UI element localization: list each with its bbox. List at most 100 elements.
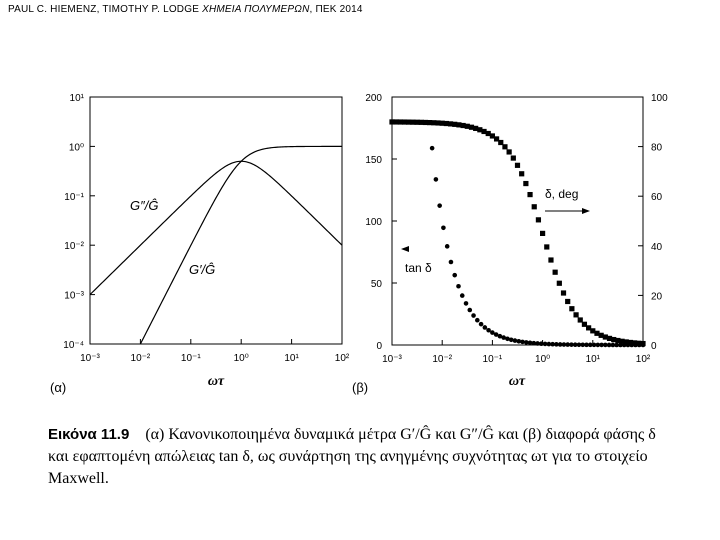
tan-delta-point [482, 325, 488, 330]
delta-point [418, 119, 424, 125]
delta-point [502, 144, 508, 150]
delta-point [477, 127, 483, 133]
tan-arrow-head-icon [401, 246, 409, 252]
delta-point [481, 128, 487, 135]
tan-delta-point [452, 272, 458, 278]
tan-delta-point [493, 332, 499, 337]
panel-b-x-tick-label: 10⁻² [432, 354, 452, 365]
g-prime-curve [139, 145, 342, 344]
delta-point [598, 332, 604, 338]
delta-point [468, 124, 475, 130]
delta-point [577, 317, 583, 323]
tan-delta-point [614, 342, 619, 348]
figure-number: Εικόνα 11.9 [48, 426, 130, 443]
tan-delta-point [505, 336, 510, 342]
delta-point [473, 125, 479, 131]
tan-delta-point [584, 342, 589, 348]
panel-b-right-y-tick-label: 40 [651, 242, 663, 253]
delta-point [464, 123, 470, 129]
tan-delta-point [542, 341, 548, 347]
delta-point [410, 119, 416, 125]
panel-a-x-tick-label: 10¹ [284, 353, 299, 364]
tan-delta-point [595, 342, 601, 348]
delta-arrow-head-icon [582, 208, 590, 214]
annotation-delta-deg: δ, deg [545, 187, 578, 201]
panel-b-left-y-ticks: 0 50 100 150 200 [365, 93, 397, 352]
tan-delta-point [527, 340, 533, 346]
tan-delta-point [512, 338, 518, 343]
figure-caption: Εικόνα 11.9 (α) Κανονικοποιημένα δυναμικά… [48, 424, 678, 490]
delta-point [485, 130, 491, 137]
tan-delta-point [550, 341, 555, 347]
delta-point [414, 119, 420, 125]
tan-delta-point [599, 342, 604, 348]
tan-delta-point [580, 342, 586, 348]
figure-11-9: 10⁻³ 10⁻² 10⁻¹ 10⁰ 10¹ 10² 10¹10⁰10⁻¹10⁻²10⁻³… [50, 93, 668, 395]
panel-a-y-tick-label: 10⁻⁴ [63, 340, 84, 351]
delta-point [573, 312, 579, 318]
delta-point [586, 325, 592, 331]
tan-delta-point [539, 341, 544, 346]
delta-point [611, 336, 617, 343]
delta-point [594, 330, 600, 336]
page-header: PAUL C. HIEMENZ, TIMOTHY P. LODGE ΧΗΜΕΙΑ… [8, 4, 363, 15]
panel-a-y-tick-label: 10⁻² [64, 241, 84, 252]
panel-a-y-tick-label: 10⁰ [69, 142, 84, 153]
panel-b-right-y-ticks: 0 20 40 60 80 100 [638, 93, 668, 352]
delta-point [606, 335, 613, 342]
header-authors: PAUL C. HIEMENZ, TIMOTHY P. LODGE [8, 4, 200, 15]
panel-b-x-tick-label: 10⁻¹ [483, 354, 503, 365]
delta-point [498, 139, 504, 146]
panel-b-right-y-tick-label: 60 [651, 192, 663, 203]
delta-point [506, 149, 512, 155]
panel-b-tag: (β) [352, 380, 368, 395]
delta-point [397, 119, 403, 125]
tan-delta-point [433, 177, 439, 182]
delta-point [581, 321, 588, 327]
tan-delta-point [441, 225, 446, 231]
tan-delta-point [490, 330, 495, 335]
tan-delta-point [497, 333, 503, 339]
tan-delta-point [467, 307, 473, 313]
delta-point [531, 204, 537, 210]
delta-point [544, 244, 550, 250]
tan-delta-point [444, 244, 450, 249]
panel-a-x-tick-label: 10⁻² [131, 353, 151, 364]
tan-delta-point [535, 341, 540, 346]
panel-a-y-tick-label: 10⁻³ [64, 291, 84, 302]
panel-a-curves [90, 145, 342, 344]
tan-delta-point [456, 283, 461, 289]
annotation-tan-delta: tan δ [405, 261, 432, 275]
curve-label-g-prime: G′/Ĝ [189, 262, 215, 277]
panel-a-x-axis-label: ωτ [208, 374, 225, 389]
delta-point [640, 340, 646, 347]
tan-delta-point [587, 342, 593, 348]
delta-point [519, 171, 525, 177]
delta-point [435, 120, 441, 126]
panel-b-x-tick-label: 10⁰ [535, 354, 550, 365]
panel-b-right-y-tick-label: 20 [651, 291, 663, 302]
tan-delta-point [463, 301, 469, 306]
tan-delta-point [508, 337, 514, 343]
tan-delta-point [531, 340, 537, 346]
delta-point [602, 334, 608, 340]
delta-point [443, 120, 449, 127]
delta-point [565, 298, 571, 305]
delta-point [535, 217, 542, 223]
delta-point [452, 121, 458, 127]
panel-b-left-y-tick-label: 100 [365, 217, 382, 228]
delta-point [623, 339, 629, 345]
panel-b-x-tick-label: 10² [636, 354, 651, 365]
delta-point [431, 120, 437, 126]
panel-b-frame [391, 96, 644, 346]
delta-point [627, 339, 634, 346]
panel-a-y-tick-label: 10¹ [70, 93, 85, 104]
panel-a-y-tick-label: 10⁻¹ [64, 192, 84, 203]
header-separator: , [309, 4, 316, 15]
delta-point [523, 180, 529, 187]
tan-delta-point [459, 293, 465, 298]
delta-point [552, 269, 558, 275]
panel-a-x-tick-label: 10² [335, 353, 350, 364]
tan-delta-point [569, 342, 574, 347]
tan-delta-point [486, 327, 491, 333]
